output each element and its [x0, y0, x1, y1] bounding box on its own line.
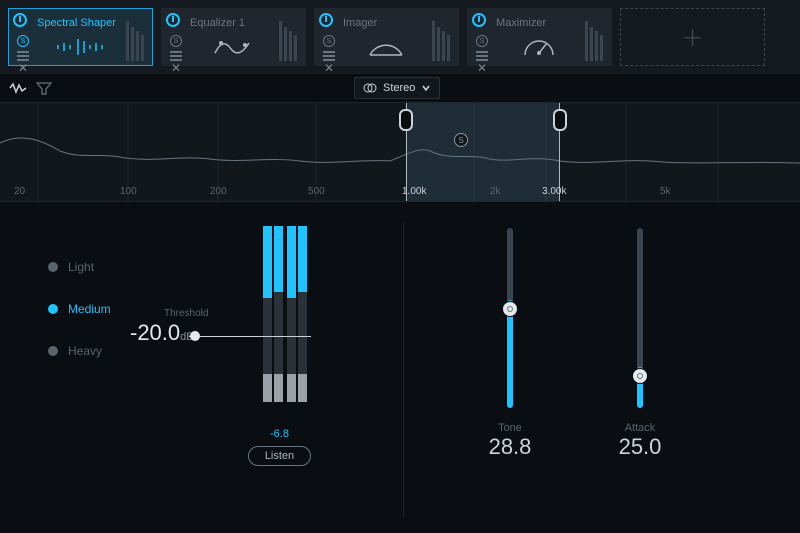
waveform-view-icon[interactable]: [8, 80, 28, 96]
module-strip: Spectral Shaper ✕ S Equalizer 1 ✕ S: [0, 0, 800, 74]
module-maximizer[interactable]: Maximizer ✕ S: [467, 8, 612, 66]
attack-value: 25.0: [619, 434, 662, 460]
stereo-dropdown[interactable]: Stereo: [354, 77, 440, 99]
module-title: Imager: [339, 17, 432, 29]
tone-slider[interactable]: Tone 28.8: [480, 228, 540, 517]
mode-light[interactable]: Light: [48, 260, 168, 274]
module-graphic-maximizer-icon: [492, 33, 585, 61]
frequency-label: 200: [210, 186, 227, 197]
radio-icon: [48, 304, 58, 314]
radio-icon: [48, 262, 58, 272]
attack-label: Attack: [625, 422, 656, 434]
list-icon[interactable]: [476, 51, 488, 61]
module-graphic-imager-icon: [339, 33, 432, 61]
mode-heavy[interactable]: Heavy: [48, 344, 168, 358]
tone-value: 28.8: [489, 434, 532, 460]
solo-icon[interactable]: S: [170, 35, 182, 47]
mode-label: Light: [68, 260, 94, 274]
module-title: Spectral Shaper: [33, 17, 126, 29]
module-meters: [279, 13, 301, 61]
frequency-label: 500: [308, 186, 325, 197]
radio-icon: [48, 346, 58, 356]
close-icon[interactable]: ✕: [324, 61, 334, 75]
close-icon[interactable]: ✕: [18, 61, 28, 75]
threshold-label: Threshold: [164, 308, 208, 319]
power-icon[interactable]: [319, 13, 333, 27]
frequency-label: 20: [14, 186, 25, 197]
solo-icon[interactable]: S: [476, 35, 488, 47]
module-title: Maximizer: [492, 17, 585, 29]
controls-panel: Light Medium Heavy Threshold -20.0dB -6.…: [0, 202, 800, 533]
attack-slider[interactable]: Attack 25.0: [610, 228, 670, 517]
stereo-label: Stereo: [383, 82, 415, 94]
module-graphic-shaper-icon: [33, 33, 126, 61]
band-handle-right[interactable]: [553, 109, 567, 131]
spectrum-toolbar: Stereo: [0, 74, 800, 102]
module-spectral-shaper[interactable]: Spectral Shaper ✕ S: [8, 8, 153, 66]
list-icon[interactable]: [170, 51, 182, 61]
solo-icon[interactable]: S: [17, 35, 29, 47]
add-module-button[interactable]: ＋: [620, 8, 765, 66]
frequency-label: 3.00k: [542, 186, 566, 197]
frequency-label: 100: [120, 186, 137, 197]
slider-group: Tone 28.8 Attack 25.0: [440, 222, 670, 517]
frequency-label: 2k: [490, 186, 501, 197]
frequency-label: 5k: [660, 186, 671, 197]
divider: [403, 222, 404, 517]
plus-icon: ＋: [681, 21, 703, 53]
module-meters: [432, 13, 454, 61]
threshold-meter[interactable]: [253, 226, 307, 426]
module-meters: [126, 13, 148, 61]
module-meters: [585, 13, 607, 61]
mode-medium[interactable]: Medium: [48, 302, 168, 316]
mode-selector: Light Medium Heavy: [48, 222, 168, 517]
mode-label: Medium: [68, 302, 111, 316]
mode-label: Heavy: [68, 344, 102, 358]
power-icon[interactable]: [472, 13, 486, 27]
frequency-label: 1.00k: [402, 186, 426, 197]
module-equalizer[interactable]: Equalizer 1 ✕ S: [161, 8, 306, 66]
power-icon[interactable]: [13, 13, 27, 27]
solo-icon[interactable]: S: [323, 35, 335, 47]
module-graphic-eq-icon: [186, 33, 279, 61]
frequency-band[interactable]: [406, 103, 560, 201]
threshold-readout: -6.8: [270, 428, 289, 440]
listen-button[interactable]: Listen: [248, 446, 311, 466]
band-solo-icon[interactable]: S: [454, 133, 468, 147]
chevron-down-icon: [421, 83, 431, 93]
threshold-control: Threshold -20.0dB -6.8 Listen: [192, 222, 367, 517]
threshold-value: -20.0dB: [130, 320, 194, 346]
filter-view-icon[interactable]: [34, 80, 54, 96]
list-icon[interactable]: [17, 51, 29, 61]
close-icon[interactable]: ✕: [477, 61, 487, 75]
power-icon[interactable]: [166, 13, 180, 27]
tone-label: Tone: [498, 422, 522, 434]
module-title: Equalizer 1: [186, 17, 279, 29]
module-imager[interactable]: Imager ✕ S: [314, 8, 459, 66]
band-handle-left[interactable]: [399, 109, 413, 131]
stereo-icon: [363, 81, 377, 95]
spectrum-display[interactable]: S 20 100 200 500 1.00k 2k 3.00k 5k: [0, 102, 800, 202]
close-icon[interactable]: ✕: [171, 61, 181, 75]
list-icon[interactable]: [323, 51, 335, 61]
